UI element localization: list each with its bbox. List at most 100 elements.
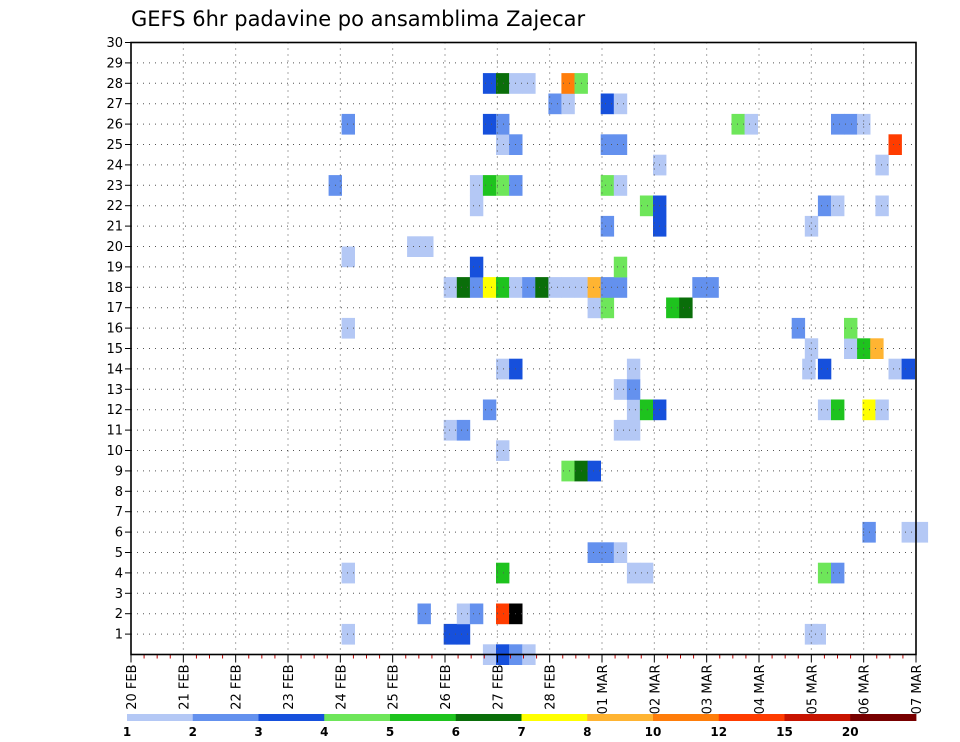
heatmap-cell: [443, 419, 458, 441]
cells-layer: [328, 73, 929, 665]
heatmap-cell: [600, 175, 615, 196]
heatmap-cell: [600, 542, 615, 563]
heatmap-cell: [831, 399, 845, 421]
x-tick-label: 07 MAR: [910, 665, 925, 715]
heatmap-cell: [561, 460, 575, 482]
y-tick-label: 11: [106, 424, 123, 439]
legend-swatch: [455, 714, 522, 721]
heatmap-cell: [561, 93, 575, 115]
chart-title: GEFS 6hr padavine po ansamblima Zajecar: [131, 7, 586, 31]
legend-label: 8: [583, 725, 591, 739]
heatmap-cell: [626, 399, 641, 421]
heatmap-cell: [341, 246, 355, 268]
heatmap-cell: [420, 236, 434, 257]
heatmap-cell: [587, 277, 601, 298]
y-tick-label: 24: [106, 158, 123, 173]
y-tick-label: 6: [115, 526, 123, 541]
x-tick-label: 20 FEB: [125, 665, 140, 710]
heatmap-cell: [600, 297, 615, 319]
heatmap-cell: [613, 256, 628, 278]
legend-label: 7: [517, 725, 525, 739]
heatmap-cell: [469, 175, 484, 196]
heatmap-cell: [817, 399, 832, 421]
y-tick-label: 18: [106, 281, 123, 296]
heatmap-cell: [831, 113, 845, 135]
heatmap-cell: [802, 358, 816, 380]
heatmap-cell: [613, 542, 628, 563]
legend-swatch: [258, 714, 325, 721]
heatmap-cell: [600, 277, 615, 298]
heatmap-cell: [888, 358, 902, 380]
heatmap-cell: [496, 134, 510, 155]
x-tick-label: 06 MAR: [858, 665, 873, 715]
legend-label: 1: [123, 725, 131, 739]
y-tick-label: 15: [106, 342, 123, 357]
legend-swatch: [850, 714, 917, 721]
heatmap-cell: [914, 521, 929, 543]
heatmap-cell: [639, 399, 654, 421]
y-tick-label: 20: [106, 240, 123, 255]
grid-layer: [131, 42, 916, 655]
heatmap-cell: [817, 562, 832, 584]
heatmap-cell: [875, 195, 889, 217]
heatmap-cell: [626, 562, 641, 584]
heatmap-cell: [548, 277, 562, 298]
heatmap-cell: [482, 73, 497, 94]
heatmap-cell: [875, 399, 889, 421]
heatmap-cell: [522, 73, 536, 94]
legend-swatch: [324, 714, 391, 721]
y-tick-label: 25: [106, 138, 123, 153]
x-tick-label: 27 FEB: [491, 665, 506, 710]
legend-label: 6: [452, 725, 460, 739]
heatmap-cell: [731, 113, 745, 135]
y-tick-label: 2: [115, 607, 123, 622]
legend-swatch: [653, 714, 720, 721]
y-tick-label: 23: [106, 179, 123, 194]
x-tick-label: 23 FEB: [282, 665, 297, 710]
heatmap-cell: [561, 73, 575, 94]
y-tick-label: 30: [106, 36, 123, 51]
heatmap-cell: [548, 93, 562, 115]
heatmap-cell: [522, 277, 536, 298]
heatmap-cell: [817, 358, 832, 380]
legend-swatch: [127, 714, 194, 721]
heatmap-cell: [496, 73, 510, 94]
heatmap-cell: [613, 419, 628, 441]
heatmap-cell: [888, 134, 902, 155]
heatmap-cell: [496, 175, 510, 196]
y-tick-label: 4: [115, 566, 123, 581]
y-tick-label: 13: [106, 383, 123, 398]
heatmap-cell: [482, 113, 497, 135]
y-tick-label: 5: [115, 546, 123, 561]
heatmap-cell: [341, 562, 355, 584]
y-tick-label: 17: [106, 301, 123, 316]
legend-label: 2: [189, 725, 197, 739]
heatmap-cell: [341, 317, 355, 339]
heatmap-cell: [482, 277, 497, 298]
heatmap-cell: [705, 277, 719, 298]
y-tick-label: 16: [106, 322, 123, 337]
heatmap-cell: [469, 277, 484, 298]
heatmap-cell: [341, 113, 355, 135]
heatmap-cell: [341, 623, 355, 645]
y-tick-label: 8: [115, 485, 123, 500]
x-tick-label: 03 MAR: [701, 665, 716, 715]
legend-label: 10: [645, 725, 662, 739]
legend-swatch: [718, 714, 785, 721]
x-tick-label: 24 FEB: [334, 665, 349, 710]
x-tick-label: 05 MAR: [805, 665, 820, 715]
heatmap-cell: [613, 93, 628, 115]
heatmap-cell: [600, 215, 615, 237]
heatmap-cell: [469, 195, 484, 217]
heatmap-cell: [831, 562, 845, 584]
heatmap-cell: [844, 317, 858, 339]
heatmap-cell: [613, 134, 628, 155]
heatmap-cell: [496, 358, 510, 380]
heatmap-cell: [613, 277, 628, 298]
x-tick-label: 01 MAR: [596, 665, 611, 715]
legend-label: 3: [254, 725, 262, 739]
heatmap-cell: [831, 195, 845, 217]
legend-label: 5: [386, 725, 394, 739]
legend-swatch: [784, 714, 851, 721]
